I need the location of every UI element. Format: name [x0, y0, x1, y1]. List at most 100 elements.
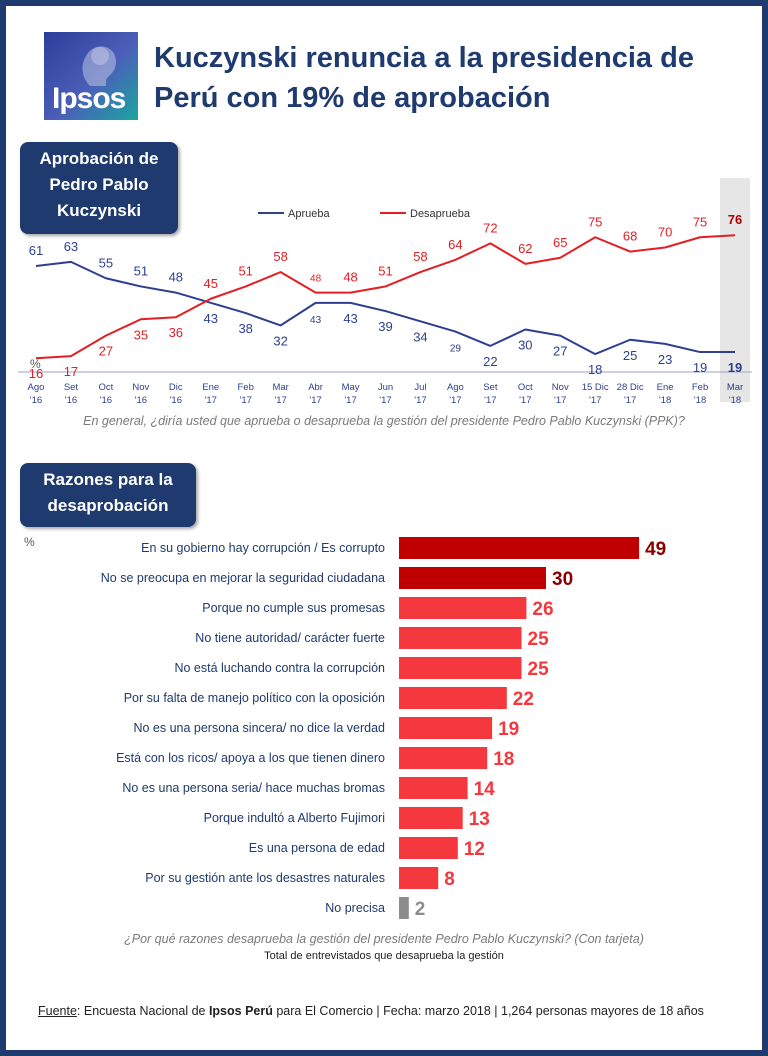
data-label-desaprueba: 51 [378, 263, 392, 278]
footer-text-a: : Encuesta Nacional de [76, 1004, 209, 1018]
x-tick-label: Nov '17 [552, 382, 569, 406]
footer-text-b: para El Comercio | Fecha: marzo 2018 | 1… [272, 1004, 704, 1018]
x-tick-label-month: Jul [414, 382, 426, 393]
x-tick-label-year: '16 [30, 395, 42, 406]
bar-value-label: 19 [498, 719, 519, 740]
bar-value-label: 12 [464, 839, 485, 860]
data-label-desaprueba: 35 [134, 327, 148, 342]
x-tick-label-month: Feb [238, 382, 254, 393]
bar [399, 807, 463, 829]
x-tick-label-year: '18 [729, 395, 741, 406]
data-label-aprueba: 18 [588, 362, 602, 377]
page-title: Kuczynski renuncia a la presidencia de P… [154, 42, 694, 114]
data-label-desaprueba: 27 [99, 344, 113, 359]
reasons-bar-chart: % En su gobierno hay corrupción / Es corr… [24, 535, 666, 920]
x-tick-label-month: 15 Dic [582, 382, 609, 393]
x-tick-label: Ene '17 [202, 382, 219, 406]
bar [399, 747, 488, 769]
data-label-desaprueba: 17 [64, 364, 78, 379]
bar [399, 897, 409, 919]
x-tick-label-year: '17 [240, 395, 252, 406]
series-line-desaprueba [35, 234, 736, 360]
data-label-aprueba: 27 [553, 344, 567, 359]
bar-category-label: No es una persona sincera/ no dice la ve… [133, 721, 385, 735]
data-label-desaprueba: 75 [588, 214, 602, 229]
series-line-aprueba [35, 260, 735, 356]
x-tick-label-month: Ene [202, 382, 219, 393]
data-label-desaprueba: 45 [204, 276, 218, 291]
x-tick-label-month: 28 Dic [617, 382, 644, 393]
bar-value-label: 26 [532, 599, 553, 620]
x-tick-label: 28 Dic '17 [617, 382, 644, 406]
x-tick-label-month: Oct [518, 382, 533, 393]
bar-value-label: 18 [493, 749, 514, 770]
bar-value-label: 30 [552, 569, 573, 590]
y-unit-label: % [30, 357, 41, 371]
x-tick-label-month: May [342, 382, 360, 393]
x-tick-label-month: Set [64, 382, 79, 393]
data-label-aprueba: 32 [273, 333, 287, 348]
bar-category-label: Por su gestión ante los desastres natura… [145, 871, 385, 885]
x-tick-label-month: Ene [657, 382, 674, 393]
bar-value-label: 49 [645, 539, 666, 560]
x-tick-label-year: '17 [344, 395, 356, 406]
data-label-desaprueba: 62 [518, 241, 532, 256]
bar-value-label: 13 [469, 809, 490, 830]
bar [399, 597, 527, 619]
bar [399, 687, 507, 709]
x-tick-label: Feb '17 [238, 382, 254, 406]
highlight-column [720, 178, 750, 402]
bar [399, 717, 493, 739]
section-label-razones: Razones para la desaprobación [20, 463, 196, 527]
bar [399, 537, 640, 559]
x-tick-label: 15 Dic '17 [582, 382, 609, 406]
bar [399, 627, 522, 649]
x-tick-label-year: '17 [484, 395, 496, 406]
x-tick-label: Ene '18 [657, 382, 674, 406]
bar-value-label: 8 [444, 869, 455, 890]
data-label-desaprueba: 72 [483, 220, 497, 235]
x-tick-label-year: '17 [274, 395, 286, 406]
data-label-desaprueba: 51 [238, 263, 252, 278]
bar-category-label: No tiene autoridad/ carácter fuerte [195, 631, 385, 645]
bar-category-label: Porque no cumple sus promesas [202, 601, 385, 615]
data-label-aprueba: 43 [204, 311, 218, 326]
bar-category-label: No es una persona seria/ hace muchas bro… [122, 781, 385, 795]
x-tick-label-month: Mar [272, 382, 288, 393]
bar [399, 837, 458, 859]
x-tick-label-month: Mar [727, 382, 743, 393]
x-tick-label: Jun '17 [378, 382, 393, 406]
data-label-desaprueba: 48 [310, 274, 322, 285]
x-tick-label-month: Feb [692, 382, 708, 393]
x-tick-label-year: '17 [589, 395, 601, 406]
data-label-aprueba: 25 [623, 348, 637, 363]
data-label-desaprueba: 36 [169, 325, 183, 340]
bar-value-label: 25 [528, 659, 550, 680]
x-tick-label: Ago '17 [447, 382, 464, 406]
x-tick-label: Oct '17 [518, 382, 533, 406]
data-label-desaprueba: 48 [343, 270, 357, 285]
bar [399, 867, 439, 889]
data-label-aprueba: 29 [450, 344, 462, 355]
footer-source: Fuente: Encuesta Nacional de Ipsos Perú … [38, 1004, 758, 1018]
data-label-aprueba: 55 [99, 255, 113, 270]
bar-category-label: Por su falta de manejo político con la o… [124, 691, 385, 705]
x-tick-label: Oct '16 [99, 382, 114, 406]
x-tick-label: Jul '17 [414, 382, 426, 406]
data-label-desaprueba: 76 [728, 212, 742, 227]
x-tick-label-month: Dic [169, 382, 183, 393]
x-tick-label-year: '16 [100, 395, 112, 406]
x-tick-label: Set '17 [483, 382, 498, 406]
x-tick-label-year: '17 [554, 395, 566, 406]
x-tick-label-month: Oct [99, 382, 114, 393]
data-label-aprueba: 48 [169, 270, 183, 285]
x-tick-label-month: Jun [378, 382, 393, 393]
bar-category-label: Es una persona de edad [249, 841, 385, 855]
legend-label-aprueba: Aprueba [288, 208, 330, 220]
x-tick-label-year: '17 [205, 395, 217, 406]
ipsos-logo: Ipsos [44, 32, 138, 120]
bar-category-label: No se preocupa en mejorar la seguridad c… [101, 571, 385, 585]
x-tick-label: Ago '16 [28, 382, 45, 406]
x-tick-label-month: Ago [447, 382, 464, 393]
x-tick-label: Set '16 [64, 382, 79, 406]
